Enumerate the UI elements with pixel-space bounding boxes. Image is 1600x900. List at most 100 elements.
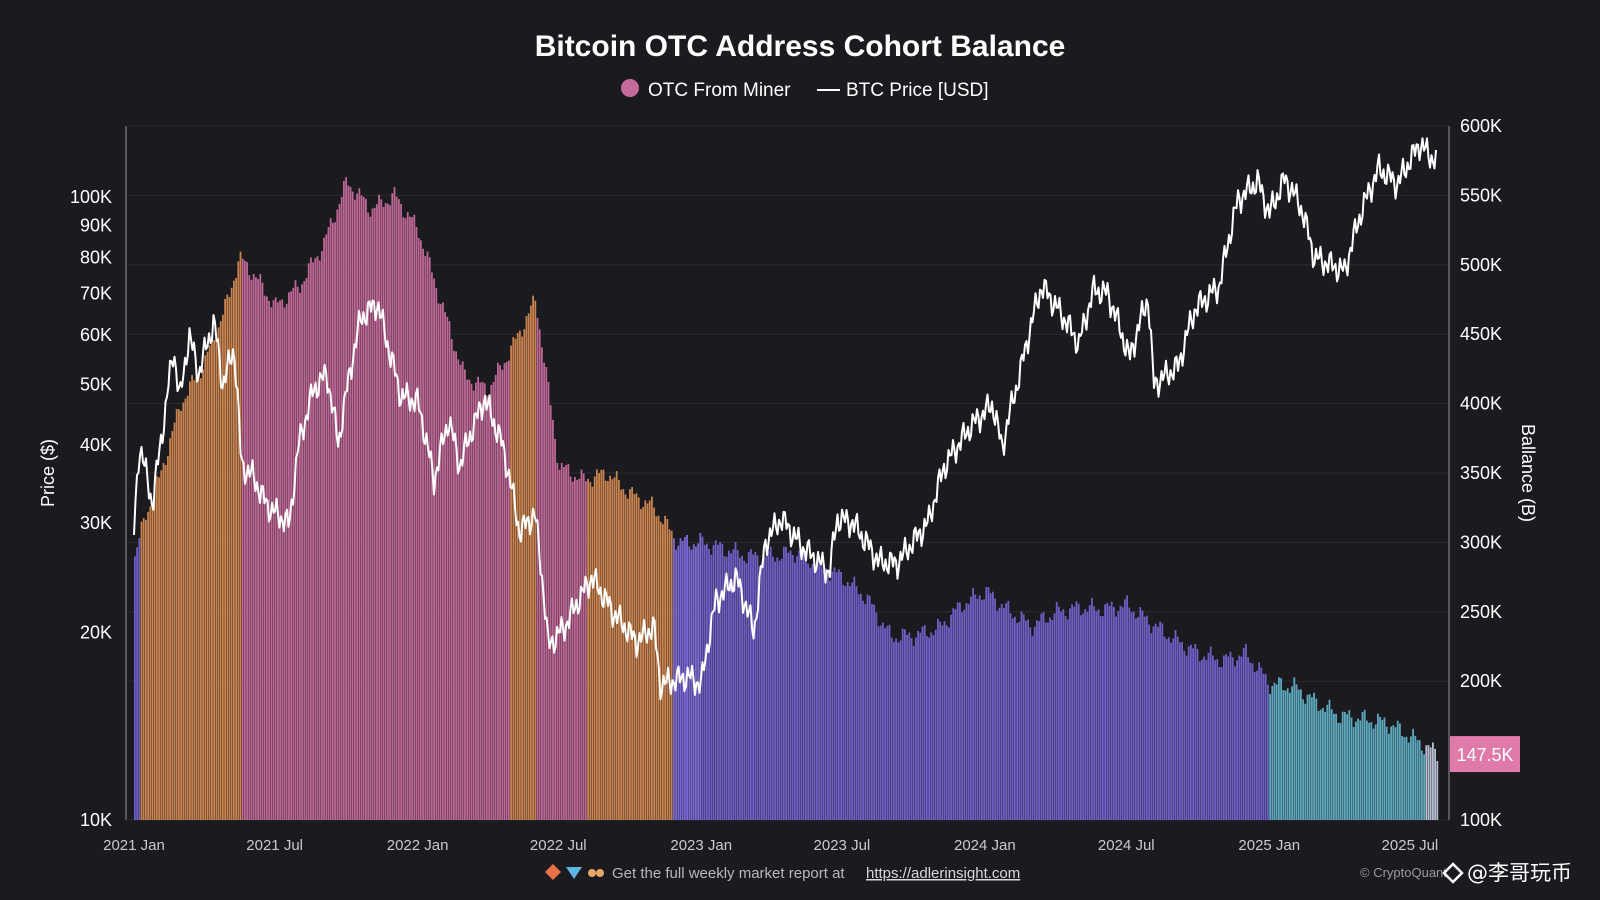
balance-bar — [552, 419, 554, 820]
balance-bar — [1073, 606, 1076, 820]
balance-bar — [802, 550, 805, 820]
balance-bar — [1069, 608, 1071, 820]
balance-bar — [629, 489, 631, 820]
balance-bar — [582, 473, 585, 820]
balance-bar — [536, 318, 539, 820]
balance-bar — [1042, 611, 1045, 820]
balance-bar — [1293, 677, 1296, 820]
balance-bar — [1198, 661, 1201, 820]
balance-bar — [833, 567, 836, 820]
balance-bar — [167, 456, 169, 820]
right-tick-label: 600K — [1460, 116, 1502, 136]
balance-bar — [138, 538, 141, 820]
balance-bar — [343, 180, 345, 820]
balance-bar — [866, 594, 869, 820]
footer-link[interactable]: https://adlerinsight.com — [866, 865, 1020, 882]
balance-bar — [994, 598, 996, 820]
balance-bar — [428, 257, 431, 820]
balance-bar — [217, 327, 220, 820]
balance-bar — [1328, 699, 1331, 820]
balance-bar — [580, 469, 583, 820]
balance-bar — [1407, 742, 1410, 820]
balance-bar — [486, 395, 488, 820]
balance-bar — [996, 610, 999, 820]
balance-bar — [992, 591, 994, 820]
balance-bar — [1227, 656, 1230, 820]
balance-bar — [1264, 673, 1267, 820]
balance-bar — [1218, 666, 1221, 820]
balance-bar — [182, 402, 185, 820]
balance-bar — [420, 240, 422, 820]
balance-bar — [153, 488, 156, 820]
balance-bar — [569, 476, 572, 820]
balance-bar — [411, 217, 413, 820]
balance-bar — [943, 621, 946, 820]
balance-bar — [274, 297, 277, 820]
balance-bar — [1306, 694, 1309, 820]
balance-bar — [1161, 623, 1164, 820]
balance-bar — [1315, 698, 1318, 820]
balance-bar — [549, 405, 552, 820]
balance-bar — [270, 307, 273, 820]
balance-bar — [1062, 609, 1065, 820]
balance-bar — [985, 587, 988, 820]
balance-bar — [1099, 615, 1102, 820]
balance-bar — [791, 554, 794, 820]
balance-bar — [1432, 742, 1434, 820]
balance-bar — [1091, 597, 1093, 820]
left-tick-label: 100K — [70, 187, 112, 207]
balance-bar — [1203, 656, 1205, 820]
balance-bar — [1368, 722, 1370, 820]
balance-bar — [615, 471, 618, 820]
balance-bar — [140, 521, 143, 820]
balance-bar — [345, 177, 347, 820]
balance-bar — [805, 550, 807, 820]
balance-bar — [505, 361, 508, 820]
balance-bar — [899, 640, 902, 820]
balance-bar — [409, 216, 411, 820]
balance-bar — [1271, 686, 1274, 820]
balance-bar — [468, 379, 471, 820]
balance-bar — [193, 380, 196, 820]
balance-bar — [373, 207, 376, 821]
balance-bar — [312, 262, 314, 820]
balance-bar — [1047, 622, 1049, 820]
balance-bar — [151, 503, 154, 820]
balance-bar — [255, 277, 257, 820]
balance-bar — [593, 476, 596, 820]
balance-bar — [142, 518, 145, 820]
balance-bar — [1016, 623, 1018, 820]
balance-bar — [714, 540, 717, 820]
balance-bar — [926, 636, 928, 820]
balance-bar — [323, 237, 325, 821]
balance-bar — [472, 390, 475, 820]
balance-bar — [268, 300, 270, 820]
balance-bar — [644, 500, 647, 820]
balance-bar — [1154, 623, 1157, 820]
y-axis-right-title: Ballance (B) — [1518, 424, 1538, 522]
x-axis-ticks: 2021 Jan 2021 Jul 2022 Jan 2022 Jul 2023 Jan… — [103, 837, 1438, 854]
balance-bar — [1234, 666, 1236, 820]
balance-bar — [483, 383, 486, 820]
legend-item-miner[interactable]: OTC From Miner — [648, 80, 791, 101]
legend-item-price[interactable]: BTC Price [USD] — [846, 80, 989, 101]
balance-bar — [908, 632, 911, 820]
balance-bar — [156, 476, 158, 820]
balance-bar — [246, 262, 248, 821]
balance-bar — [598, 473, 600, 820]
balance-bar — [158, 477, 160, 820]
balance-bar — [233, 280, 235, 821]
balance-bar — [747, 552, 750, 820]
balance-bar — [906, 635, 908, 820]
balance-bar — [197, 373, 200, 820]
balance-bar — [739, 557, 741, 820]
balance-bar — [1240, 656, 1243, 820]
left-tick-label: 80K — [80, 247, 112, 267]
balance-bar — [481, 381, 484, 820]
balance-bar — [961, 612, 963, 820]
balance-bar — [800, 554, 803, 820]
balance-bar — [1269, 694, 1271, 820]
balance-bar — [369, 216, 372, 821]
x-tick-label: 2021 Jul — [246, 837, 303, 854]
balance-bar — [257, 279, 259, 820]
